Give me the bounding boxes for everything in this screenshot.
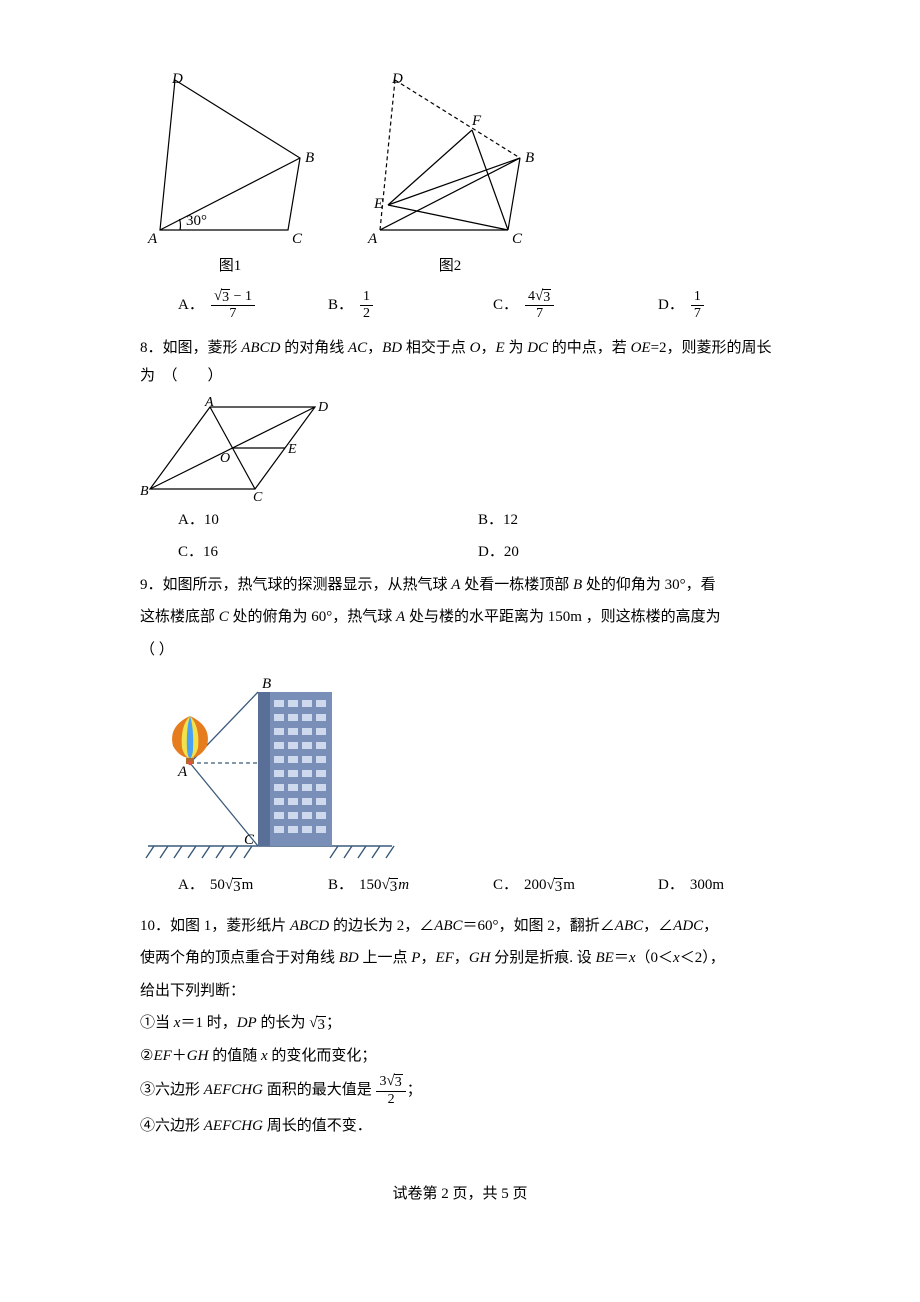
q9-option-b: B． 150√3m bbox=[328, 871, 493, 900]
q9-options: A． 50√3m B． 150√3m C． 200√3m D． 300m bbox=[140, 871, 780, 900]
q8-text: 8．如图，菱形 ABCD 的对角线 AC，BD 相交于点 O，E 为 DC 的中… bbox=[140, 334, 780, 391]
fig2-label-a: A bbox=[367, 231, 378, 247]
fig2-label-f: F bbox=[471, 113, 482, 129]
q7-option-d: D． 1 7 bbox=[658, 289, 778, 322]
q7-options: A． √3 − 1 7 B． 1 2 C． 4√3 7 D． 1 7 bbox=[140, 289, 780, 322]
figure-1-svg: D B C A 30° bbox=[140, 70, 320, 250]
q9-label-a: A bbox=[177, 764, 188, 780]
q9-figure: A B C bbox=[140, 668, 400, 863]
q7-figures: D B C A 30° 图1 bbox=[140, 70, 780, 281]
q8-label-o: O bbox=[220, 451, 230, 466]
q9-line3: （ ） bbox=[140, 636, 780, 665]
fig1-label-c: C bbox=[292, 231, 303, 247]
q7-option-c: C． 4√3 7 bbox=[493, 289, 658, 322]
q9-line1: 9．如图所示，热气球的探测器显示，从热气球 A 处看一栋楼顶部 B 处的仰角为 … bbox=[140, 571, 780, 600]
q9-option-d: D． 300m bbox=[658, 871, 778, 900]
figure-1-block: D B C A 30° 图1 bbox=[140, 70, 320, 281]
q7-option-a: A． √3 − 1 7 bbox=[178, 289, 328, 322]
q8-option-d: D．20 bbox=[478, 538, 778, 567]
q9-option-c: C． 200√3m bbox=[493, 871, 658, 900]
q8-label-a: A bbox=[204, 397, 214, 410]
fig1-label-d: D bbox=[171, 71, 183, 87]
balloon-icon bbox=[172, 716, 208, 765]
q9-line2: 这栋楼底部 C 处的俯角为 60°，热气球 A 处与楼的水平距离为 150m ，… bbox=[140, 603, 780, 632]
fig2-label-d: D bbox=[391, 71, 403, 87]
fig1-label-b: B bbox=[305, 150, 314, 166]
fig2-label-c: C bbox=[512, 231, 523, 247]
q9-label-c: C bbox=[244, 832, 255, 848]
q10-item1: ①当 x＝1 时，DP 的长为 √3； bbox=[140, 1009, 780, 1038]
q8-option-b: B．12 bbox=[478, 506, 778, 535]
q10-line1: 10．如图 1，菱形纸片 ABCD 的边长为 2，∠ABC＝60°，如图 2，翻… bbox=[140, 912, 780, 941]
fig2-label-e: E bbox=[373, 196, 383, 212]
q8-option-c: C．16 bbox=[178, 538, 478, 567]
fig1-caption: 图1 bbox=[219, 252, 242, 281]
q10-item3: ③六边形 AEFCHG 面积的最大值是 3√3 2 ； bbox=[140, 1074, 780, 1107]
q8-label-e: E bbox=[287, 442, 297, 457]
q9-label-b: B bbox=[262, 676, 271, 692]
q8-label-c: C bbox=[253, 490, 263, 502]
q8-options: A．10 B．12 C．16 D．20 bbox=[140, 506, 780, 567]
q7-option-b: B． 1 2 bbox=[328, 289, 493, 322]
fig1-label-a: A bbox=[147, 231, 158, 247]
q8-label-d: D bbox=[317, 400, 328, 415]
q8-label-b: B bbox=[140, 484, 149, 499]
fig2-caption: 图2 bbox=[439, 252, 462, 281]
q10-line2: 使两个角的顶点重合于对角线 BD 上一点 P，EF，GH 分别是折痕. 设 BE… bbox=[140, 944, 780, 973]
page: D B C A 30° 图1 bbox=[0, 0, 920, 1249]
q9-option-a: A． 50√3m bbox=[178, 871, 328, 900]
figure-2-svg: D F B E A C bbox=[360, 70, 540, 250]
q10-item4: ④六边形 AEFCHG 周长的值不变． bbox=[140, 1112, 780, 1141]
fig2-label-b: B bbox=[525, 150, 534, 166]
q10-item2: ②EF＋GH 的值随 x 的变化而变化； bbox=[140, 1042, 780, 1071]
figure-2-block: D F B E A C 图2 bbox=[360, 70, 540, 281]
q8-option-a: A．10 bbox=[178, 506, 478, 535]
fig1-angle: 30° bbox=[186, 213, 207, 229]
q8-figure: A D C B O E bbox=[140, 397, 335, 502]
page-footer: 试卷第 2 页，共 5 页 bbox=[140, 1180, 780, 1209]
q10-line3: 给出下列判断： bbox=[140, 977, 780, 1006]
